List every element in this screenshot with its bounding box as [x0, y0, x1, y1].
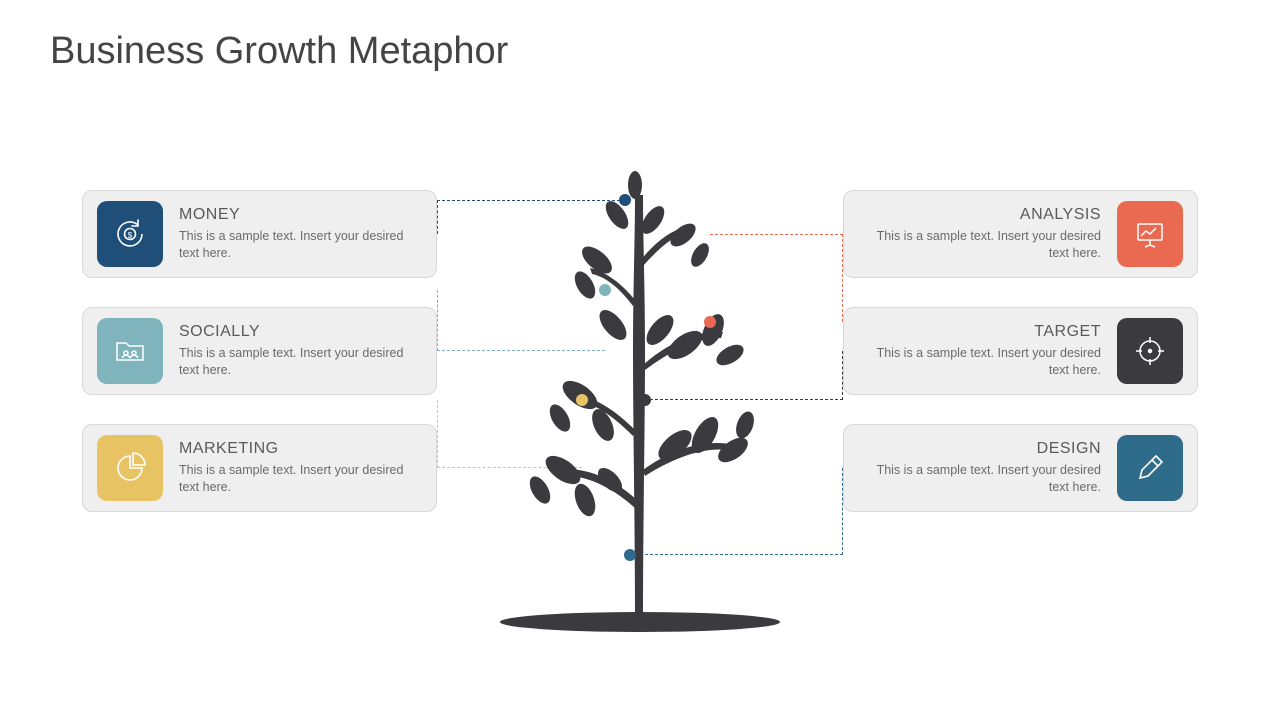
tree-dot: [619, 194, 631, 206]
slide-title: Business Growth Metaphor: [50, 30, 508, 73]
tree-dot: [624, 549, 636, 561]
card-label: MARKETING: [179, 440, 422, 458]
crosshair-icon: [1117, 318, 1183, 384]
tree-dot: [639, 394, 651, 406]
card-desc: This is a sample text. Insert your desir…: [179, 462, 422, 496]
card-money: $ MONEY This is a sample text. Insert yo…: [82, 190, 437, 278]
card-analysis: ANALYSIS This is a sample text. Insert y…: [843, 190, 1198, 278]
tree-dot: [576, 394, 588, 406]
card-marketing: MARKETING This is a sample text. Insert …: [82, 424, 437, 512]
presentation-chart-icon: [1117, 201, 1183, 267]
tree-dot: [704, 316, 716, 328]
tree-dot: [599, 284, 611, 296]
card-desc: This is a sample text. Insert your desir…: [179, 345, 422, 379]
card-desc: This is a sample text. Insert your desir…: [858, 462, 1101, 496]
highlighter-icon: [1117, 435, 1183, 501]
card-desc: This is a sample text. Insert your desir…: [179, 228, 422, 262]
card-target: TARGET This is a sample text. Insert you…: [843, 307, 1198, 395]
card-label: MONEY: [179, 206, 422, 224]
card-design: DESIGN This is a sample text. Insert you…: [843, 424, 1198, 512]
card-label: TARGET: [858, 323, 1101, 341]
pie-chart-icon: [97, 435, 163, 501]
card-label: DESIGN: [858, 440, 1101, 458]
card-desc: This is a sample text. Insert your desir…: [858, 228, 1101, 262]
tree-illustration: [485, 170, 795, 640]
dollar-cycle-icon: $: [97, 201, 163, 267]
card-label: ANALYSIS: [858, 206, 1101, 224]
card-label: SOCIALLY: [179, 323, 422, 341]
card-desc: This is a sample text. Insert your desir…: [858, 345, 1101, 379]
svg-text:$: $: [128, 231, 133, 240]
people-folder-icon: [97, 318, 163, 384]
card-socially: SOCIALLY This is a sample text. Insert y…: [82, 307, 437, 395]
